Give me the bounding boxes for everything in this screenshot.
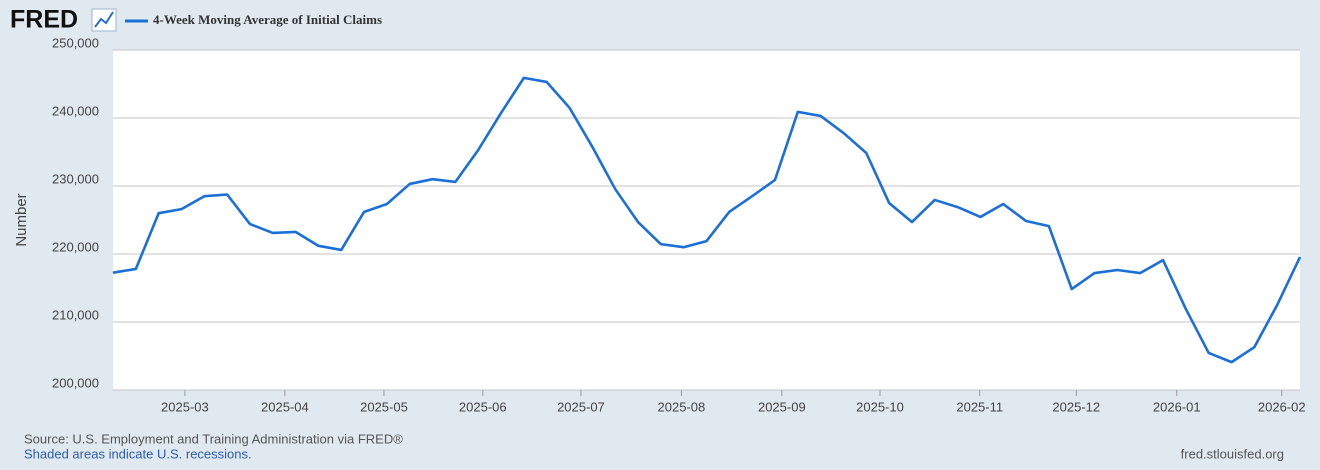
plot-area <box>113 50 1300 390</box>
x-tick-label: 2025-11 <box>956 399 1003 414</box>
site-link[interactable]: fred.stlouisfed.org <box>1181 446 1284 461</box>
x-tick-label: 2025-04 <box>261 399 309 414</box>
y-axis-label: Number <box>13 193 30 246</box>
y-tick-label: 200,000 <box>52 375 99 390</box>
x-tick-label: 2025-06 <box>459 399 507 414</box>
legend-label: 4-Week Moving Average of Initial Claims <box>153 12 382 27</box>
y-tick-label: 220,000 <box>52 239 99 254</box>
logo-icon <box>91 8 117 32</box>
x-tick-label: 2025-03 <box>161 399 209 414</box>
y-tick-label: 240,000 <box>52 103 99 118</box>
series-line <box>112 76 1302 364</box>
x-tick-label: 2026-01 <box>1153 399 1201 414</box>
logo[interactable]: FRED <box>10 6 78 34</box>
x-tick-label: 2025-08 <box>658 399 706 414</box>
x-tick-label: 2025-07 <box>557 399 605 414</box>
x-tick-label: 2025-10 <box>856 399 904 414</box>
source: Source: U.S. Employment and Training Adm… <box>24 431 403 446</box>
note: Shaded areas indicate U.S. recessions. <box>24 446 252 461</box>
x-tick-label: 2025-05 <box>360 399 408 414</box>
x-tick-label: 2025-09 <box>758 399 806 414</box>
x-tick-label: 2026-02 <box>1258 399 1306 414</box>
y-tick-label: 210,000 <box>52 307 99 322</box>
x-tick-label: 2025-12 <box>1052 399 1100 414</box>
y-tick-label: 250,000 <box>52 35 99 50</box>
y-tick-label: 230,000 <box>52 171 99 186</box>
